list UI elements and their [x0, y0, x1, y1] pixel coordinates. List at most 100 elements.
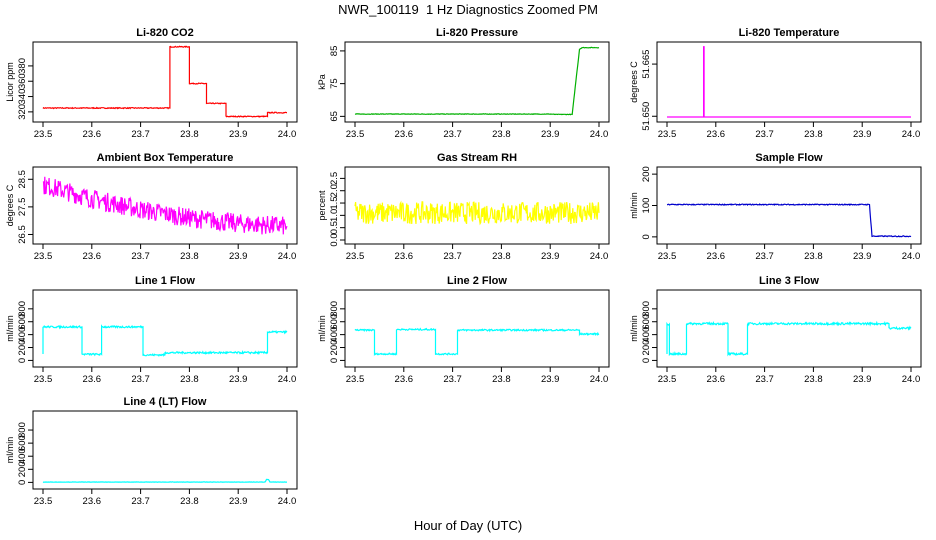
x-tick-label: 23.9 — [541, 251, 560, 262]
x-tick-label: 23.9 — [229, 496, 248, 507]
y-tick-label: 400 — [641, 327, 652, 343]
x-tick-label: 23.9 — [853, 374, 872, 385]
chart-panel: Line 2 Flow 23.5 23.6 23.7 23.8 23.9 24.0 0 2004… — [317, 275, 610, 385]
chart-panel: Sample Flow 23.5 23.6 23.7 23.8 23.9 24.0 0 100 2… — [629, 152, 922, 262]
x-tick-label: 23.6 — [395, 374, 414, 385]
y-tick-label: 75 — [329, 78, 340, 89]
y-tick-label: 28.5 — [17, 170, 28, 189]
x-tick-label: 23.6 — [83, 496, 102, 507]
data-series-line — [666, 320, 912, 357]
y-tick-label: 320 — [17, 104, 28, 120]
x-tick-label: 23.9 — [229, 251, 248, 262]
chart-panel: Gas Stream RH 23.5 23.6 23.7 23.8 23.9 24.0 0.0… — [317, 152, 610, 262]
data-series-line — [354, 200, 600, 226]
y-tick-label: 380 — [17, 58, 28, 74]
y-tick-label: 400 — [17, 448, 28, 464]
x-tick-label: 23.6 — [395, 129, 414, 140]
y-tick-label: 200 — [17, 340, 28, 356]
panel-title: Line 2 Flow — [447, 275, 507, 287]
y-tick-label: 51.650 — [641, 102, 652, 131]
x-tick-label: 23.6 — [707, 374, 726, 385]
y-tick-label: 800 — [17, 301, 28, 317]
chart-panel: Ambient Box Temperature 23.5 23.6 23.7 23.8 2… — [5, 152, 298, 262]
x-tick-label: 23.9 — [853, 251, 872, 262]
panel-title: Ambient Box Temperature — [97, 152, 234, 164]
y-tick-label: 340 — [17, 89, 28, 105]
x-tick-label: 23.8 — [180, 496, 199, 507]
x-tick-label: 23.5 — [346, 374, 365, 385]
x-tick-label: 23.6 — [395, 251, 414, 262]
y-tick-label: 800 — [17, 422, 28, 438]
plot-frame — [344, 166, 610, 245]
x-tick-label: 23.8 — [804, 374, 823, 385]
chart-panel: Line 3 Flow 23.5 23.6 23.7 23.8 23.9 24.0 0 2004… — [629, 275, 922, 385]
x-tick-label: 23.5 — [34, 374, 53, 385]
y-tick-label: 0.5 — [329, 221, 340, 234]
y-tick-label: 400 — [17, 327, 28, 343]
figure-title: NWR_100119 1 Hz Diagnostics Zoomed PM — [338, 2, 598, 17]
x-tick-label: 24.0 — [278, 251, 297, 262]
plot-frame — [32, 410, 298, 490]
y-tick-label: 800 — [329, 301, 340, 317]
y-tick-label: 1.5 — [329, 196, 340, 209]
y-tick-label: 200 — [641, 166, 652, 182]
y-tick-label: 600 — [17, 435, 28, 451]
x-axis-caption: Hour of Day (UTC) — [413, 518, 523, 533]
x-tick-label: 23.8 — [180, 129, 199, 140]
y-tick-label: 65 — [329, 111, 340, 122]
x-tick-label: 23.5 — [658, 374, 677, 385]
plot-frame — [32, 41, 298, 123]
x-tick-label: 23.9 — [541, 374, 560, 385]
plot-frame — [656, 41, 922, 123]
x-tick-label: 23.8 — [180, 374, 199, 385]
y-axis-label: degrees C — [629, 61, 639, 103]
panel-title: Line 1 Flow — [135, 275, 195, 287]
panel-title: Sample Flow — [755, 152, 823, 164]
x-tick-label: 23.8 — [180, 251, 199, 262]
chart-panel: Li-820 Pressure 23.5 23.6 23.7 23.8 23.9 24.0 6… — [317, 27, 610, 140]
x-tick-label: 24.0 — [590, 251, 609, 262]
plot-frame — [344, 41, 610, 123]
y-tick-label: 51.665 — [641, 50, 652, 79]
y-tick-label: 0 — [641, 234, 652, 239]
x-tick-label: 23.5 — [346, 129, 365, 140]
y-tick-label: 200 — [17, 461, 28, 477]
x-tick-label: 24.0 — [902, 374, 921, 385]
y-tick-label: 85 — [329, 46, 340, 57]
x-tick-label: 23.5 — [34, 251, 53, 262]
y-tick-label: 2.5 — [329, 172, 340, 185]
x-tick-label: 24.0 — [278, 129, 297, 140]
y-axis-label: kPa — [317, 74, 327, 90]
data-series-line — [42, 45, 287, 118]
panel-title: Li-820 Pressure — [436, 27, 518, 39]
y-tick-label: 200 — [329, 340, 340, 356]
y-tick-label: 600 — [329, 314, 340, 330]
x-tick-label: 23.5 — [346, 251, 365, 262]
x-tick-label: 23.5 — [34, 496, 53, 507]
y-tick-label: 800 — [641, 301, 652, 317]
y-axis-label: ml/min — [317, 315, 327, 342]
x-tick-label: 23.9 — [229, 374, 248, 385]
x-tick-label: 24.0 — [902, 251, 921, 262]
chart-panel: Li-820 Temperature 23.5 23.6 23.7 23.8 23.9 24… — [629, 27, 922, 140]
x-tick-label: 23.6 — [83, 251, 102, 262]
x-tick-label: 23.5 — [34, 129, 53, 140]
y-tick-label: 26.5 — [17, 225, 28, 244]
y-axis-label: percent — [317, 190, 327, 221]
data-series-line — [667, 46, 911, 118]
x-tick-label: 23.5 — [658, 129, 677, 140]
x-tick-label: 23.7 — [443, 251, 462, 262]
plot-frame — [32, 166, 298, 245]
x-tick-label: 23.8 — [492, 374, 511, 385]
y-tick-label: 400 — [329, 327, 340, 343]
y-tick-label: 0 — [329, 358, 340, 363]
data-series-line — [42, 176, 288, 235]
y-tick-label: 0.0 — [329, 233, 340, 246]
y-tick-label: 360 — [17, 73, 28, 89]
x-tick-label: 23.9 — [229, 129, 248, 140]
y-tick-label: 2.0 — [329, 184, 340, 197]
x-tick-label: 24.0 — [278, 496, 297, 507]
x-tick-label: 23.7 — [755, 374, 774, 385]
x-tick-label: 23.8 — [804, 129, 823, 140]
y-axis-label: ml/min — [5, 315, 15, 342]
